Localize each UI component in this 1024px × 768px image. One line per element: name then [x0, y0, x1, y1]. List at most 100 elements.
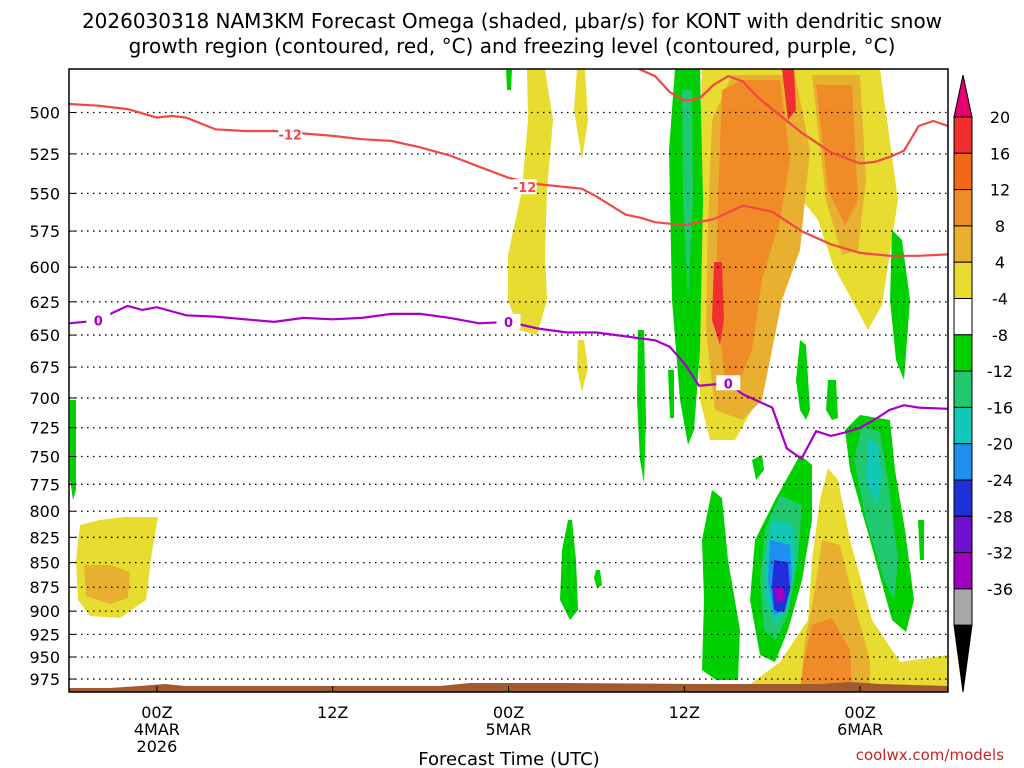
colorbar-swatch [953, 515, 973, 554]
colorbar-swatch [953, 334, 973, 372]
colorbar-label: 20 [990, 108, 1010, 127]
colorbar-label: -28 [987, 507, 1013, 526]
colorbar-swatch [953, 225, 973, 263]
omega-negative-region [890, 230, 910, 380]
contour-label-bg [512, 179, 537, 195]
omega-positive-region [577, 340, 588, 392]
x-tick-label: 6MAR [837, 720, 883, 739]
omega-negative-region [796, 340, 810, 420]
omega-negative-region [594, 570, 602, 588]
colorbar-swatch [953, 298, 973, 336]
colorbar-bottom-arrow [953, 624, 973, 693]
y-tick-label: 525 [29, 145, 60, 164]
colorbar-swatch [953, 370, 973, 408]
omega-negative-region [774, 588, 785, 602]
x-tick-label: 12Z [317, 703, 348, 722]
contour-label-bg [716, 375, 741, 391]
colorbar-swatch [953, 588, 973, 626]
omega-negative-region [637, 330, 646, 483]
colorbar-label: -4 [992, 290, 1008, 309]
omega-positive-region [800, 618, 852, 690]
colorbar-label: 12 [990, 181, 1010, 200]
contour-label-bg [278, 126, 303, 142]
x-tick-label: 00Z [141, 703, 172, 722]
colorbar-swatch [953, 406, 973, 445]
contour-label-bg [86, 312, 111, 328]
contour-lines: -12 -12 0 0 0 [69, 69, 948, 461]
y-tick-label: 950 [29, 648, 60, 667]
contour-label: 0 [724, 377, 733, 392]
omega-negative-region [702, 490, 740, 680]
omega-negative-region [668, 370, 674, 418]
colorbar-label: 8 [995, 217, 1005, 236]
omega-positive-region [574, 69, 588, 160]
y-tick-label: 850 [29, 554, 60, 573]
colorbar-swatch [953, 189, 973, 227]
x-tick-label: 5MAR [485, 720, 531, 739]
omega-negative-region [854, 425, 898, 600]
x-tick-label: 00Z [493, 703, 524, 722]
x-tick-label: 2026 [137, 737, 178, 756]
colorbar-label: -36 [987, 580, 1013, 599]
colorbar-label: -16 [987, 398, 1013, 417]
y-tick-label: 925 [29, 625, 60, 644]
chart-title-line1: 2026030318 NAM3KM Forecast Omega (shaded… [82, 9, 942, 33]
y-tick-label: 775 [29, 475, 60, 494]
contour-label: 0 [94, 315, 103, 330]
colorbar-top-arrow [953, 74, 973, 118]
omega-negative-region [560, 520, 578, 620]
y-tick-label: 750 [29, 447, 60, 466]
omega-negative-region [826, 380, 838, 420]
y-tick-label: 825 [29, 528, 60, 547]
colorbar-label: -20 [987, 435, 1013, 454]
colorbar-label: -12 [987, 362, 1013, 381]
y-tick-label: 550 [29, 184, 60, 203]
colorbar-label: 4 [995, 253, 1005, 272]
omega-negative-region [682, 90, 693, 300]
x-axis-label: Forecast Time (UTC) [418, 749, 599, 768]
omega-negative-region [70, 400, 76, 500]
y-tick-label: 725 [29, 419, 60, 438]
colorbar-label: -24 [987, 471, 1013, 490]
colorbar-label: -32 [987, 544, 1013, 563]
x-tick-label: 4MAR [134, 720, 180, 739]
omega-negative-region [506, 69, 512, 90]
contour-label: -12 [513, 181, 537, 196]
omega-negative-region [918, 520, 924, 560]
colorbar: 20 16 12 8 4 -4 -8 -12 -16 -20 -24 -28 -32 -36 [953, 74, 1013, 693]
colorbar-swatch [953, 552, 973, 590]
contour-label: 0 [504, 316, 513, 331]
omega-positive-region [716, 80, 790, 380]
chart-title-line2: growth region (contoured, red, °C) and f… [129, 34, 896, 58]
y-tick-label: 700 [29, 389, 60, 408]
y-tick-label: 675 [29, 358, 60, 377]
y-tick-label: 975 [29, 670, 60, 689]
colorbar-swatch [953, 116, 973, 154]
y-tick-label: 625 [29, 293, 60, 312]
omega-negative-region [752, 455, 764, 480]
colorbar-swatch [953, 152, 973, 191]
y-tick-label: 575 [29, 222, 60, 241]
y-tick-label: 600 [29, 258, 60, 277]
y-tick-label: 900 [29, 602, 60, 621]
contour-label-bg [496, 313, 521, 329]
colorbar-label: 16 [990, 144, 1010, 163]
x-tick-label: 12Z [669, 703, 700, 722]
omega-positive-region [782, 69, 796, 120]
y-tick-label: 500 [29, 104, 60, 123]
omega-negative-region [866, 440, 882, 505]
credit-text: coolwx.com/models [856, 746, 1004, 764]
y-tick-label: 875 [29, 578, 60, 597]
y-tick-label: 650 [29, 326, 60, 345]
omega-shading [70, 69, 948, 692]
x-tick-label: 00Z [844, 703, 875, 722]
colorbar-swatch [953, 479, 973, 517]
colorbar-label: -8 [992, 326, 1008, 345]
y-tick-label: 800 [29, 502, 60, 521]
freezing-level-line [69, 304, 948, 461]
colorbar-swatch [953, 261, 973, 300]
omega-positive-region [84, 565, 130, 604]
dendritic-contour-line [638, 69, 948, 165]
